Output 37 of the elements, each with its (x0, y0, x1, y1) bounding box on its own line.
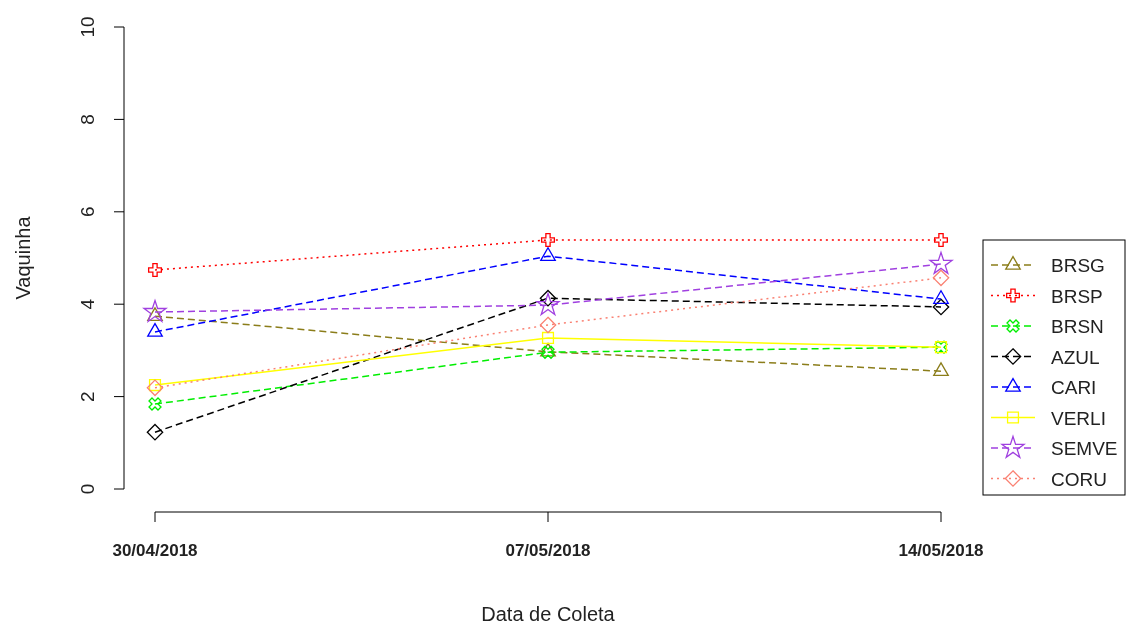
legend-label: CARI (1051, 377, 1097, 398)
x-tick-label: 14/05/2018 (898, 541, 984, 560)
point (933, 362, 949, 377)
point (933, 232, 949, 247)
x-tick-label: 30/04/2018 (112, 541, 198, 560)
legend-label: CORU (1051, 468, 1107, 490)
point (539, 316, 557, 334)
point (146, 423, 164, 441)
y-tick-label: 8 (77, 114, 98, 125)
point (932, 298, 950, 316)
y-axis-title: Vaquinha (12, 215, 34, 300)
point (932, 269, 950, 287)
legend-label: BRSN (1051, 316, 1104, 337)
legend-label: BRSP (1051, 285, 1103, 307)
point (143, 299, 167, 323)
y-tick-label: 4 (77, 298, 98, 310)
legend-label: SEMVE (1051, 438, 1118, 459)
y-tick-label: 6 (77, 206, 98, 218)
point (146, 379, 164, 397)
y-tick-label: 2 (77, 391, 98, 402)
legend-label: VERLI (1051, 407, 1106, 429)
point (536, 292, 560, 316)
point (541, 331, 555, 344)
legend-label: AZUL (1051, 346, 1100, 368)
y-tick-label: 10 (77, 16, 98, 38)
point (933, 290, 949, 304)
x-tick-label: 07/05/2018 (505, 541, 591, 560)
legend-label: BRSG (1051, 255, 1105, 276)
point (929, 251, 953, 275)
y-tick-label: 0 (77, 483, 98, 495)
point (540, 247, 556, 261)
x-axis-title: Data de Coleta (481, 603, 616, 625)
point (148, 397, 162, 411)
point (540, 232, 556, 247)
point (147, 322, 163, 337)
point (147, 263, 163, 278)
point (148, 378, 162, 392)
